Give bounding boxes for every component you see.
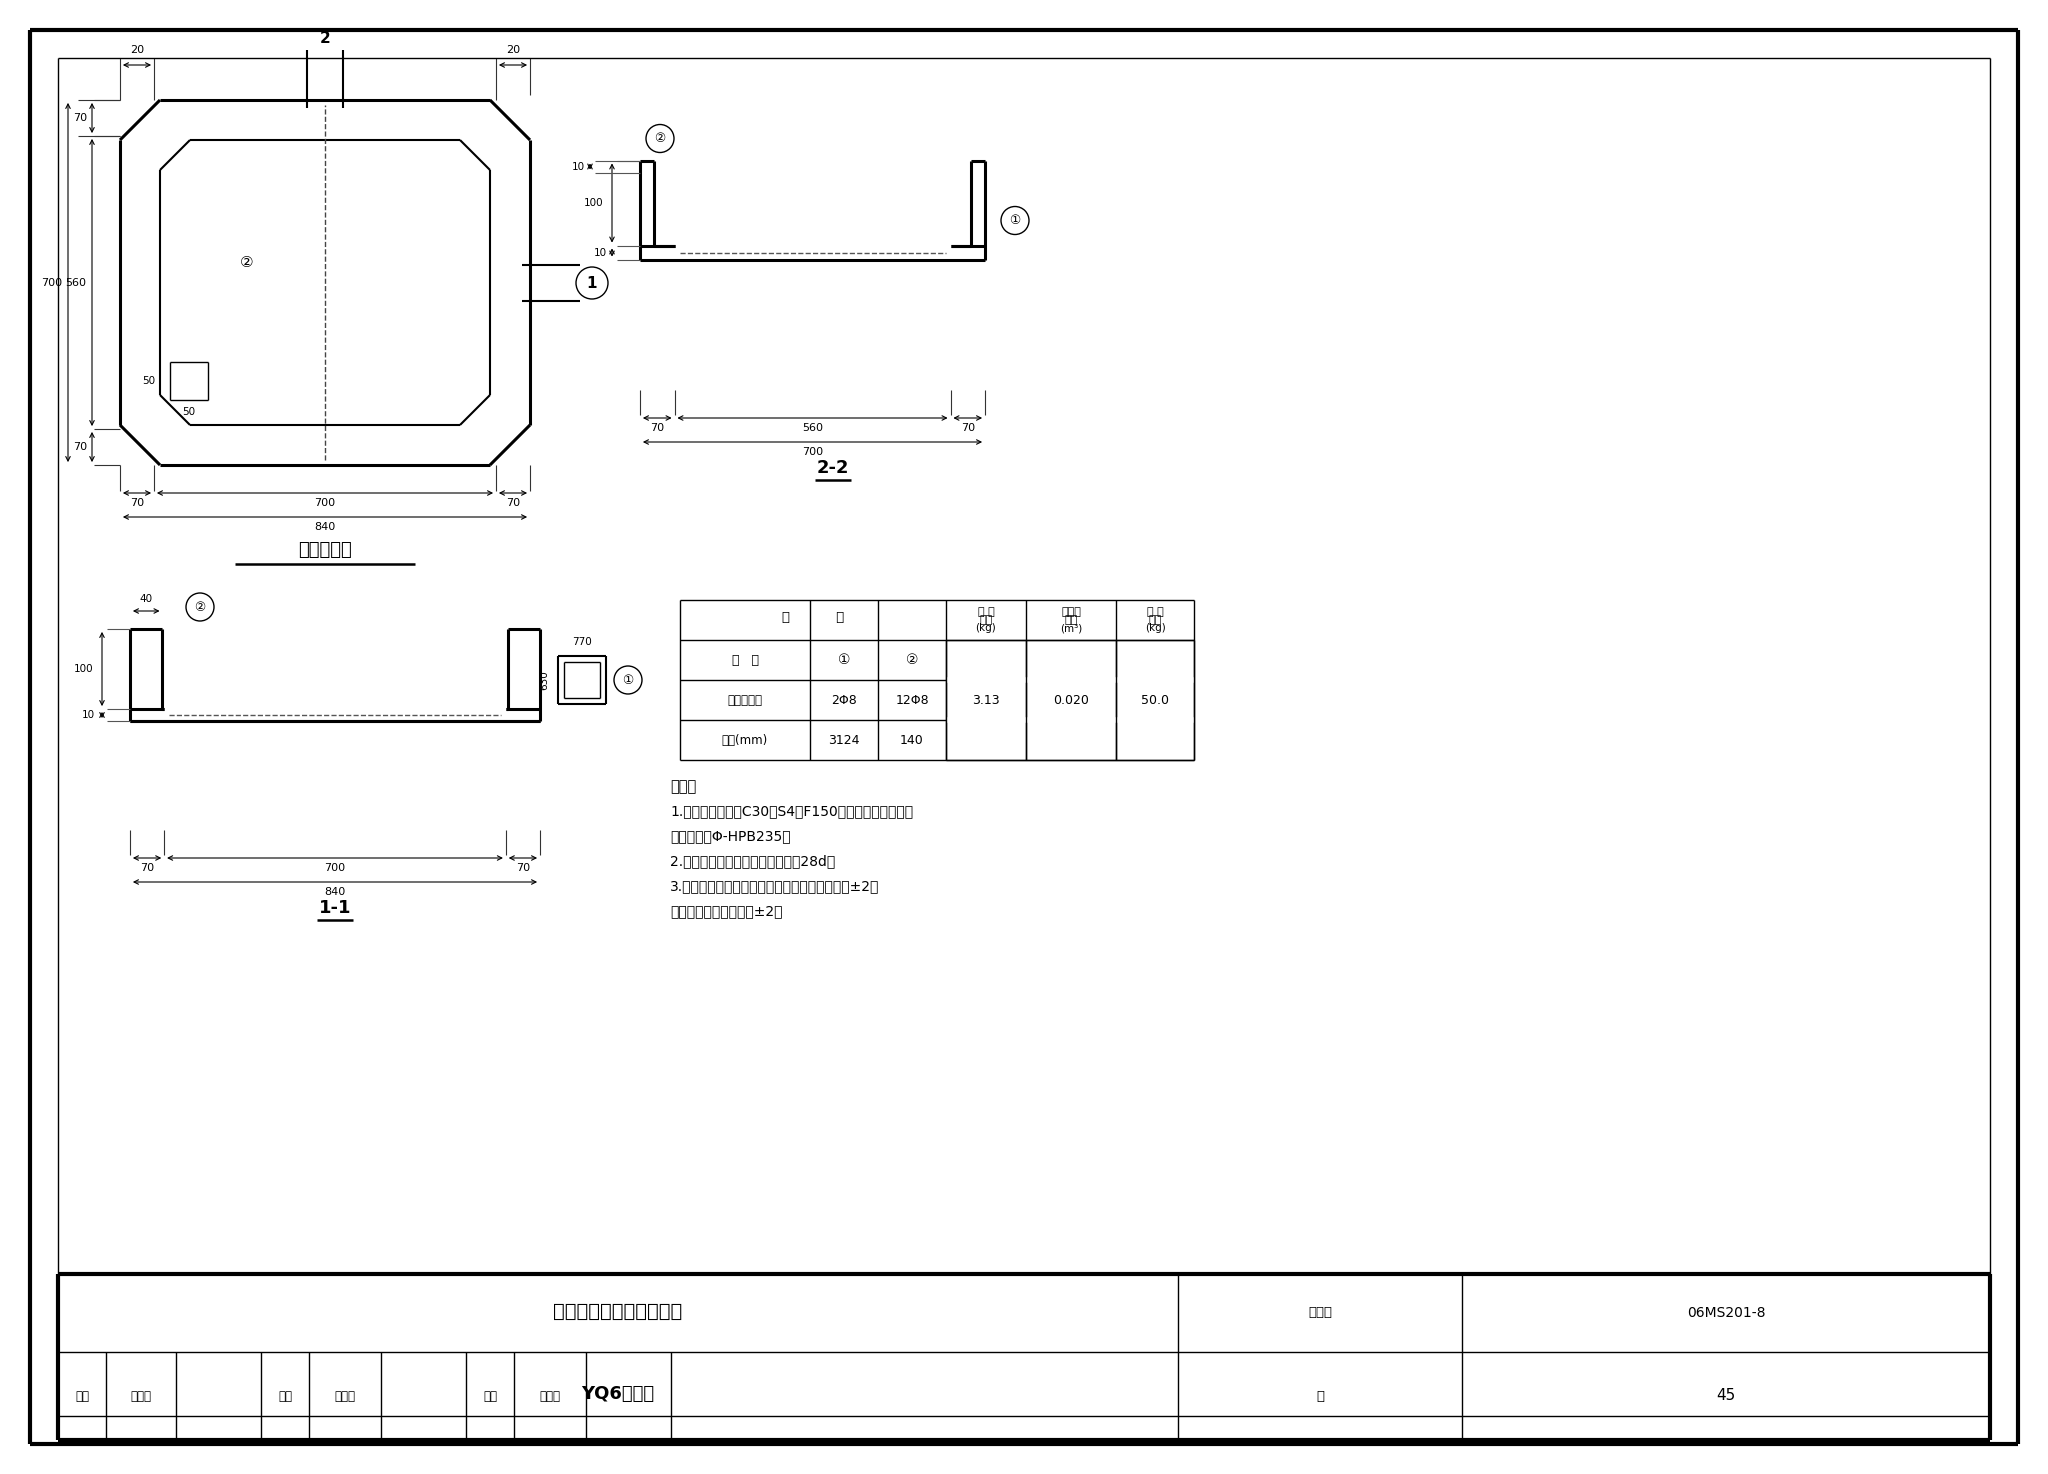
Text: ①: ① — [838, 653, 850, 668]
Text: 根数与直径: 根数与直径 — [727, 693, 762, 706]
Text: 70: 70 — [129, 498, 143, 509]
Text: 体积: 体积 — [1065, 615, 1077, 625]
Text: ①: ① — [1010, 214, 1020, 227]
Text: 长度(mm): 长度(mm) — [721, 734, 768, 746]
Text: 70: 70 — [649, 423, 664, 433]
Text: 70: 70 — [516, 862, 530, 873]
Text: 图集号: 图集号 — [1309, 1306, 1331, 1319]
Text: 混凝土: 混凝土 — [1061, 607, 1081, 618]
Text: 3124: 3124 — [827, 734, 860, 746]
Text: ②: ② — [240, 255, 254, 270]
Text: 寡核: 寡核 — [76, 1390, 88, 1402]
Text: 100: 100 — [74, 663, 94, 674]
Text: ②: ② — [905, 653, 918, 668]
Text: ①: ① — [623, 674, 633, 687]
Text: 2.　环向鈢筋居中放置；摆接长度28d。: 2. 环向鈢筋居中放置；摆接长度28d。 — [670, 853, 836, 868]
Text: 说明：: 说明： — [670, 778, 696, 794]
Text: 2: 2 — [319, 31, 330, 46]
Text: 2Φ8: 2Φ8 — [831, 693, 856, 706]
Text: 重量: 重量 — [1149, 615, 1161, 625]
Text: 10: 10 — [594, 248, 606, 258]
Text: 12Φ8: 12Φ8 — [895, 693, 930, 706]
Text: 50: 50 — [141, 376, 156, 386]
Text: 840: 840 — [315, 522, 336, 532]
Text: 设计: 设计 — [483, 1390, 498, 1402]
Text: 50.0: 50.0 — [1141, 693, 1169, 706]
Text: 20: 20 — [129, 46, 143, 55]
Text: 10: 10 — [571, 162, 584, 171]
Text: 鈢筋Φ-HPB235。: 鈢筋Φ-HPB235。 — [670, 828, 791, 843]
Text: ②: ② — [195, 600, 205, 613]
Text: 王憎山: 王憎山 — [131, 1390, 152, 1402]
Text: 重量: 重量 — [979, 615, 993, 625]
Text: (kg): (kg) — [1145, 624, 1165, 632]
Text: 700: 700 — [324, 862, 346, 873]
Text: 100: 100 — [584, 198, 604, 208]
Text: 3.　构件表面要求平直、压光；构件尺寸误差：±2；: 3. 构件表面要求平直、压光；构件尺寸误差：±2； — [670, 879, 879, 893]
Text: 560: 560 — [66, 277, 86, 287]
Text: 1.　材料：混凝土C30、S4、F150（根据需要选用）；: 1. 材料：混凝土C30、S4、F150（根据需要选用）； — [670, 803, 913, 818]
Text: 70: 70 — [139, 862, 154, 873]
Text: 1: 1 — [586, 276, 598, 290]
Text: 45: 45 — [1716, 1389, 1735, 1403]
Text: 3.13: 3.13 — [973, 693, 999, 706]
Text: 700: 700 — [803, 447, 823, 457]
Text: YQ6配筋图: YQ6配筋图 — [582, 1386, 655, 1403]
Text: ②: ② — [655, 133, 666, 144]
Text: 06MS201-8: 06MS201-8 — [1688, 1306, 1765, 1321]
Text: (m³): (m³) — [1061, 624, 1081, 632]
Text: 40: 40 — [139, 594, 154, 604]
Text: 70: 70 — [506, 498, 520, 509]
Text: (kg): (kg) — [975, 624, 997, 632]
Text: 对角线尺寸误差：±2。: 对角线尺寸误差：±2。 — [670, 904, 782, 918]
Text: 0.020: 0.020 — [1053, 693, 1090, 706]
Text: 560: 560 — [803, 423, 823, 433]
Bar — [121, 100, 530, 464]
Text: 140: 140 — [901, 734, 924, 746]
Text: 700: 700 — [315, 498, 336, 509]
Text: 70: 70 — [961, 423, 975, 433]
Text: 校对: 校对 — [279, 1390, 293, 1402]
Text: 770: 770 — [571, 637, 592, 647]
Text: 1-1: 1-1 — [319, 899, 352, 917]
Text: 编   号: 编 号 — [731, 653, 758, 666]
Text: 页: 页 — [1317, 1390, 1323, 1402]
Text: 630: 630 — [539, 671, 549, 690]
Text: 钢 筋: 钢 筋 — [977, 607, 995, 618]
Text: 预制混凝土装配式雨水口: 预制混凝土装配式雨水口 — [553, 1302, 682, 1321]
Text: 70: 70 — [74, 442, 88, 453]
Text: 2-2: 2-2 — [817, 458, 848, 478]
Text: 20: 20 — [506, 46, 520, 55]
Text: 平面配筋图: 平面配筋图 — [299, 541, 352, 559]
Text: 840: 840 — [324, 887, 346, 898]
Text: 构 件: 构 件 — [1147, 607, 1163, 618]
Text: 盛奎节: 盛奎节 — [334, 1390, 356, 1402]
Text: 10: 10 — [82, 710, 94, 719]
Text: 70: 70 — [74, 113, 88, 122]
Text: 50: 50 — [182, 407, 195, 417]
Text: 700: 700 — [41, 277, 63, 287]
Text: 钢          筋: 钢 筋 — [782, 610, 844, 624]
Text: 温丽晖: 温丽晖 — [539, 1390, 561, 1402]
